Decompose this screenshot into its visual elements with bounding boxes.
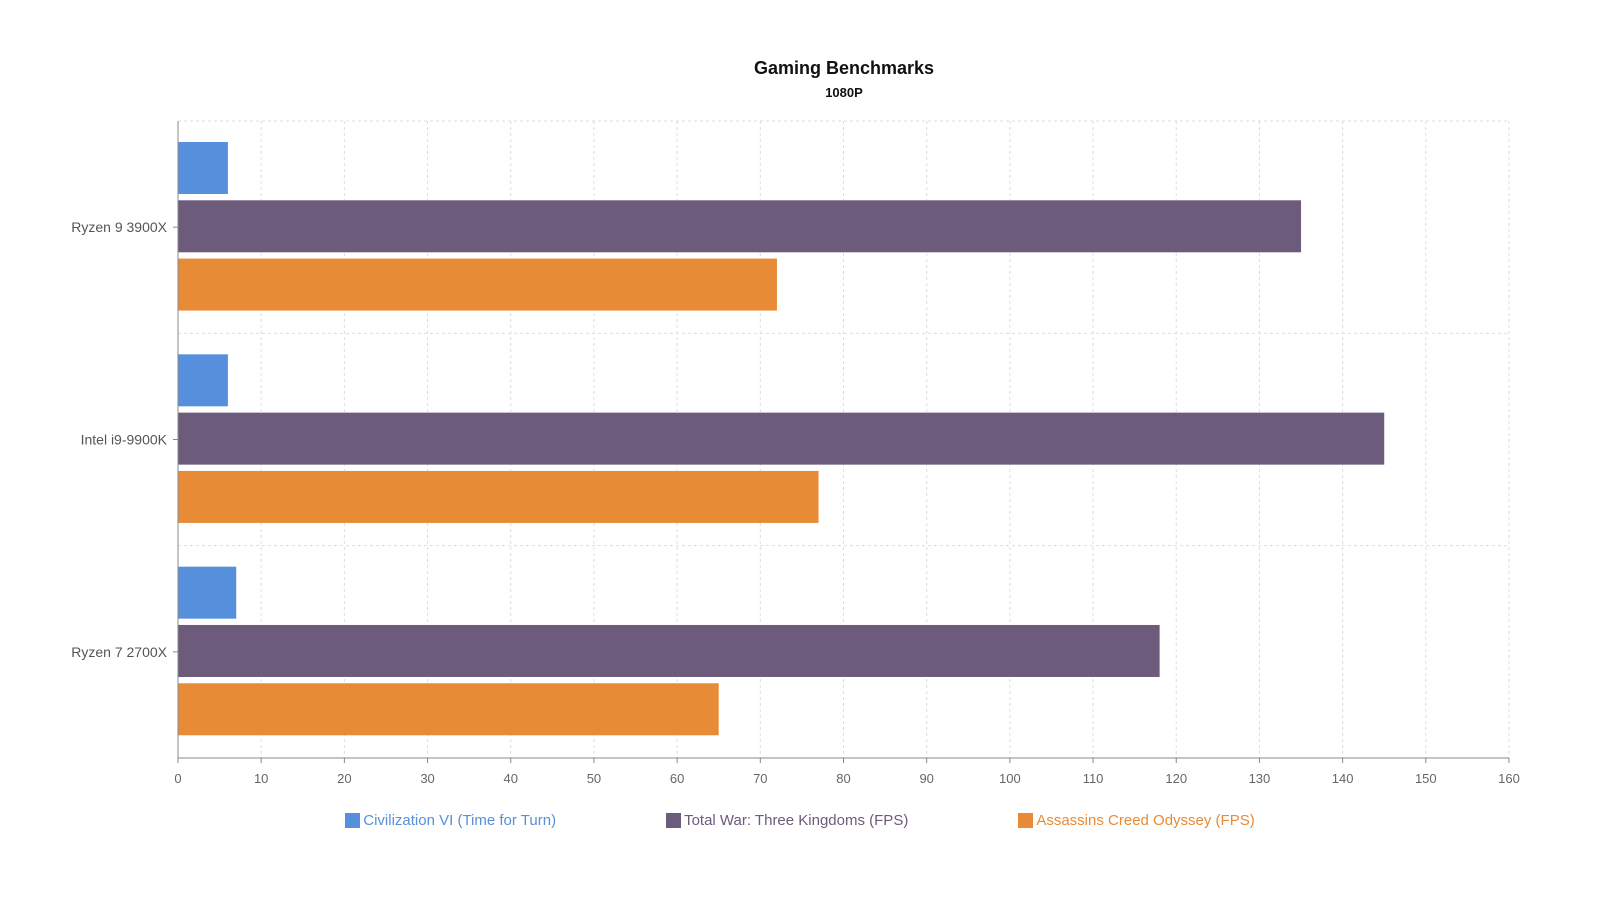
x-tick-label: 20 — [337, 771, 351, 786]
x-tick-label: 60 — [670, 771, 684, 786]
legend-swatch — [345, 813, 361, 828]
bar — [178, 354, 228, 407]
legend-item[interactable]: Assassins Creed Odyssey (FPS) — [1018, 812, 1255, 829]
legend-item[interactable]: Total War: Three Kingdoms (FPS) — [666, 812, 908, 829]
x-tick-label: 150 — [1415, 771, 1437, 786]
bar — [178, 200, 1302, 253]
bar — [178, 142, 228, 194]
x-tick-label: 130 — [1249, 771, 1271, 786]
y-tick-label: Intel i9-9900K — [81, 432, 168, 448]
legend-swatch — [1018, 813, 1034, 828]
legend-label: Assassins Creed Odyssey (FPS) — [1036, 812, 1255, 829]
chart-subtitle: 1080P — [825, 85, 863, 100]
y-tick-label: Ryzen 7 2700X — [71, 644, 167, 660]
bar — [178, 258, 777, 311]
bar — [178, 683, 719, 736]
x-tick-label: 120 — [1165, 771, 1187, 786]
chart-title: Gaming Benchmarks — [754, 58, 934, 78]
bar — [178, 566, 237, 619]
x-tick-label: 80 — [836, 771, 850, 786]
x-tick-label: 140 — [1332, 771, 1354, 786]
x-tick-label: 10 — [254, 771, 268, 786]
legend: Civilization VI (Time for Turn) Total War… — [0, 812, 1600, 829]
x-tick-label: 40 — [504, 771, 518, 786]
x-tick-label: 100 — [999, 771, 1021, 786]
bar — [178, 470, 819, 523]
legend-item[interactable]: Civilization VI (Time for Turn) — [345, 812, 556, 829]
bar — [178, 624, 1160, 677]
y-tick-label: Ryzen 9 3900X — [71, 219, 167, 235]
legend-label: Total War: Three Kingdoms (FPS) — [684, 812, 909, 829]
legend-swatch — [666, 813, 682, 828]
x-tick-label: 30 — [420, 771, 434, 786]
x-tick-label: 70 — [753, 771, 767, 786]
x-tick-label: 0 — [174, 771, 181, 786]
legend-label: Civilization VI (Time for Turn) — [363, 812, 557, 829]
x-tick-label: 160 — [1498, 771, 1520, 786]
x-tick-label: 110 — [1083, 771, 1104, 786]
x-tick-label: 90 — [919, 771, 933, 786]
x-tick-label: 50 — [587, 771, 601, 786]
bar — [178, 412, 1385, 465]
